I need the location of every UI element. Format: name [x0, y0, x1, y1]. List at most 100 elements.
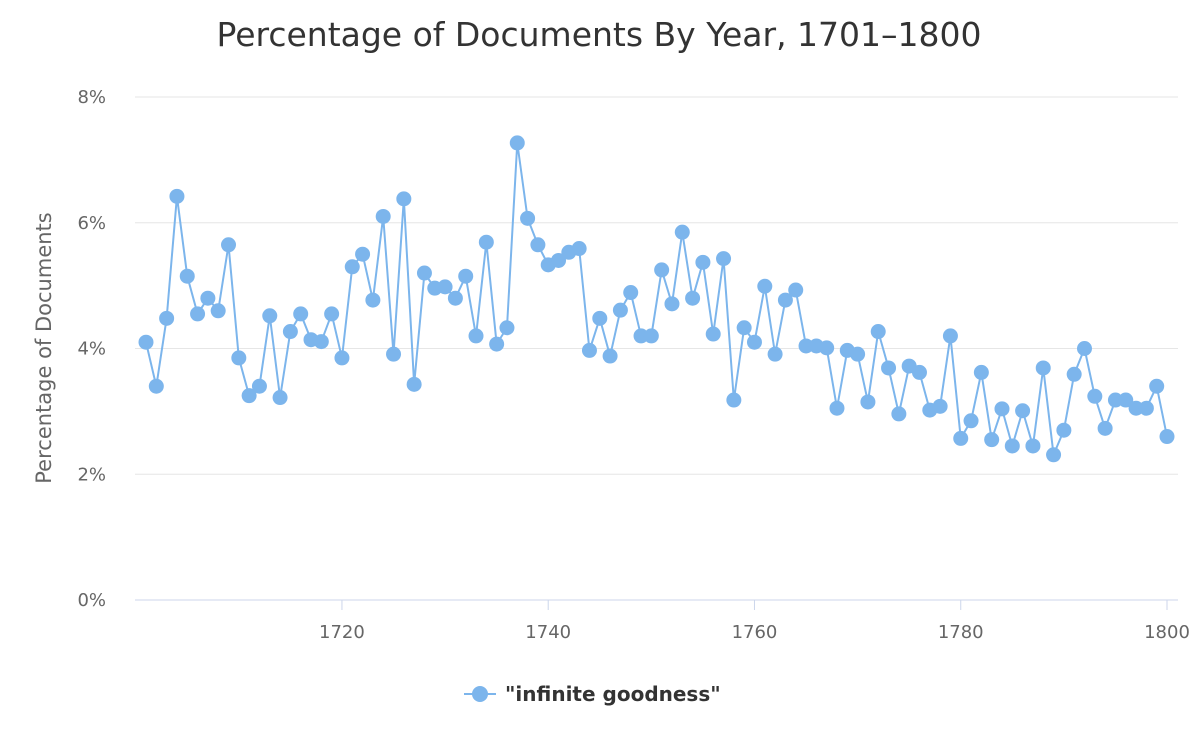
data-point[interactable]: [633, 328, 649, 344]
data-point[interactable]: [643, 328, 659, 344]
data-point[interactable]: [148, 378, 164, 394]
data-point[interactable]: [973, 364, 989, 380]
data-point[interactable]: [757, 278, 773, 294]
data-point[interactable]: [911, 364, 927, 380]
data-point[interactable]: [592, 310, 608, 326]
data-point[interactable]: [695, 254, 711, 270]
data-point[interactable]: [272, 390, 288, 406]
data-point[interactable]: [623, 285, 639, 301]
data-point[interactable]: [602, 348, 618, 364]
data-point[interactable]: [406, 376, 422, 392]
data-point[interactable]: [932, 398, 948, 414]
data-point[interactable]: [685, 290, 701, 306]
data-point[interactable]: [499, 320, 515, 336]
data-point[interactable]: [1159, 429, 1175, 445]
data-point[interactable]: [963, 413, 979, 429]
legend[interactable]: "infinite goodness": [464, 682, 721, 706]
data-point[interactable]: [674, 224, 690, 240]
data-point[interactable]: [179, 268, 195, 284]
data-point[interactable]: [509, 135, 525, 151]
y-tick-label: 0%: [77, 590, 106, 611]
data-point[interactable]: [777, 292, 793, 308]
data-point[interactable]: [210, 303, 226, 319]
data-point[interactable]: [1128, 400, 1144, 416]
y-tick-label: 4%: [77, 339, 106, 360]
data-point[interactable]: [942, 328, 958, 344]
data-point[interactable]: [468, 328, 484, 344]
data-point[interactable]: [520, 210, 536, 226]
data-point[interactable]: [447, 290, 463, 306]
data-point[interactable]: [1004, 438, 1020, 454]
data-point[interactable]: [1046, 447, 1062, 463]
data-point[interactable]: [1015, 403, 1031, 419]
data-point[interactable]: [654, 262, 670, 278]
data-point[interactable]: [994, 401, 1010, 417]
data-point[interactable]: [530, 237, 546, 253]
data-point[interactable]: [355, 246, 371, 262]
data-point[interactable]: [437, 279, 453, 295]
data-point[interactable]: [953, 430, 969, 446]
data-point[interactable]: [386, 346, 402, 362]
data-point[interactable]: [365, 292, 381, 308]
data-point[interactable]: [829, 400, 845, 416]
data-point[interactable]: [1056, 422, 1072, 438]
data-point[interactable]: [344, 259, 360, 275]
data-point[interactable]: [746, 334, 762, 350]
data-point[interactable]: [1035, 360, 1051, 376]
data-point[interactable]: [262, 308, 278, 324]
data-point[interactable]: [1025, 438, 1041, 454]
data-point[interactable]: [416, 265, 432, 281]
data-point[interactable]: [293, 306, 309, 322]
data-point[interactable]: [891, 406, 907, 422]
data-point[interactable]: [1138, 400, 1154, 416]
data-point[interactable]: [334, 350, 350, 366]
chart-title: Percentage of Documents By Year, 1701–18…: [216, 15, 981, 54]
data-point[interactable]: [489, 336, 505, 352]
data-point[interactable]: [881, 360, 897, 376]
data-point[interactable]: [375, 208, 391, 224]
data-point[interactable]: [736, 320, 752, 336]
y-axis-ticks: 0% 2% 4% 6% 8%: [77, 87, 106, 611]
series-infinite-goodness: [138, 135, 1175, 463]
data-point[interactable]: [798, 338, 814, 354]
data-point[interactable]: [612, 302, 628, 318]
data-point[interactable]: [169, 188, 185, 204]
data-point[interactable]: [458, 268, 474, 284]
data-point[interactable]: [251, 378, 267, 394]
data-point[interactable]: [664, 296, 680, 312]
data-point[interactable]: [159, 310, 175, 326]
data-point[interactable]: [581, 342, 597, 358]
data-point[interactable]: [716, 251, 732, 267]
data-point[interactable]: [860, 394, 876, 410]
data-point[interactable]: [1066, 366, 1082, 382]
data-point[interactable]: [231, 350, 247, 366]
data-point[interactable]: [1087, 388, 1103, 404]
data-point[interactable]: [324, 306, 340, 322]
legend-label[interactable]: "infinite goodness": [505, 682, 721, 706]
data-point[interactable]: [1149, 378, 1165, 394]
data-point[interactable]: [571, 241, 587, 257]
data-point[interactable]: [1076, 341, 1092, 356]
data-point[interactable]: [984, 432, 1000, 448]
data-point[interactable]: [190, 306, 206, 322]
data-point[interactable]: [705, 326, 721, 342]
data-point[interactable]: [850, 346, 866, 362]
data-point[interactable]: [221, 237, 237, 253]
data-point[interactable]: [1107, 392, 1123, 408]
data-point[interactable]: [767, 346, 783, 362]
data-point[interactable]: [282, 324, 298, 340]
data-point[interactable]: [241, 388, 257, 404]
data-point[interactable]: [551, 252, 567, 268]
data-point[interactable]: [396, 191, 412, 207]
data-point[interactable]: [788, 282, 804, 298]
data-point[interactable]: [1097, 420, 1113, 436]
data-point[interactable]: [138, 334, 154, 350]
data-point[interactable]: [313, 334, 329, 350]
x-tick-label: 1740: [525, 622, 571, 643]
data-point[interactable]: [870, 324, 886, 340]
data-point[interactable]: [1118, 392, 1134, 408]
data-point[interactable]: [726, 392, 742, 408]
data-point[interactable]: [478, 234, 494, 250]
data-point[interactable]: [200, 290, 216, 306]
data-point[interactable]: [819, 340, 835, 356]
